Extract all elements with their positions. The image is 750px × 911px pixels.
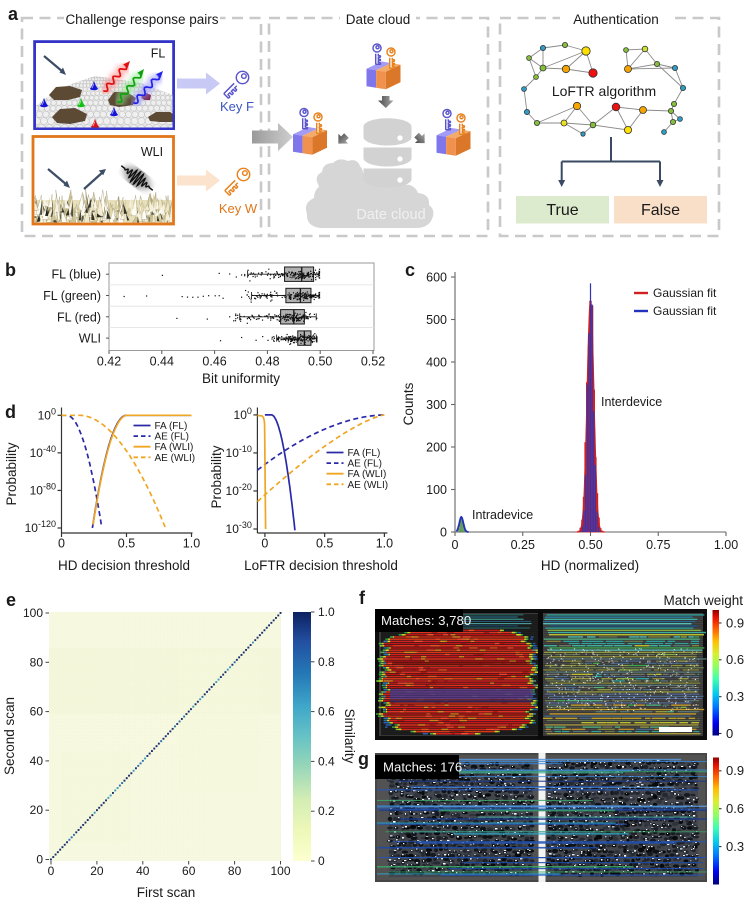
svg-text:Authentication: Authentication bbox=[573, 12, 659, 27]
svg-text:600: 600 bbox=[426, 271, 447, 285]
svg-text:0.3: 0.3 bbox=[726, 689, 744, 704]
svg-text:20: 20 bbox=[30, 803, 44, 817]
svg-text:0: 0 bbox=[48, 864, 55, 878]
svg-text:WLI: WLI bbox=[79, 332, 101, 346]
svg-text:Counts: Counts bbox=[401, 382, 416, 425]
svg-text:b: b bbox=[5, 260, 16, 280]
svg-text:1.0: 1.0 bbox=[183, 537, 200, 551]
svg-text:Date cloud: Date cloud bbox=[346, 12, 411, 27]
svg-text:40: 40 bbox=[30, 754, 44, 768]
svg-text:FA (FL): FA (FL) bbox=[348, 448, 381, 459]
svg-text:c: c bbox=[405, 260, 415, 280]
svg-text:0.52: 0.52 bbox=[361, 355, 385, 369]
svg-text:60: 60 bbox=[30, 705, 44, 719]
svg-text:0: 0 bbox=[440, 526, 447, 540]
svg-text:Key W: Key W bbox=[219, 201, 258, 216]
svg-text:0: 0 bbox=[452, 538, 459, 552]
svg-text:0.9: 0.9 bbox=[726, 615, 744, 630]
svg-text:AE (FL): AE (FL) bbox=[155, 432, 189, 443]
svg-text:0: 0 bbox=[58, 537, 65, 551]
svg-text:FL (red): FL (red) bbox=[57, 310, 101, 324]
svg-text:Gaussian fit: Gaussian fit bbox=[653, 286, 717, 300]
svg-text:First scan: First scan bbox=[137, 885, 196, 900]
svg-text:Date cloud: Date cloud bbox=[356, 207, 425, 223]
svg-text:200: 200 bbox=[426, 441, 447, 455]
svg-text:400: 400 bbox=[426, 356, 447, 370]
svg-text:False: False bbox=[641, 202, 680, 219]
svg-text:True: True bbox=[546, 202, 578, 219]
svg-text:0.6: 0.6 bbox=[726, 652, 744, 667]
svg-text:500: 500 bbox=[426, 313, 447, 327]
svg-text:a: a bbox=[8, 4, 19, 24]
svg-text:0.5: 0.5 bbox=[316, 537, 333, 551]
svg-text:0.25: 0.25 bbox=[511, 538, 535, 552]
svg-text:0.75: 0.75 bbox=[646, 538, 670, 552]
svg-text:0.6: 0.6 bbox=[318, 705, 335, 719]
svg-text:80: 80 bbox=[30, 655, 44, 669]
svg-text:WLI: WLI bbox=[141, 145, 163, 159]
svg-text:d: d bbox=[5, 402, 16, 422]
svg-text:1.00: 1.00 bbox=[714, 538, 738, 552]
svg-text:Gaussian fit: Gaussian fit bbox=[653, 304, 717, 318]
svg-text:AE (FL): AE (FL) bbox=[348, 459, 382, 470]
svg-text:100: 100 bbox=[23, 606, 43, 620]
svg-text:0.46: 0.46 bbox=[202, 355, 226, 369]
svg-text:80: 80 bbox=[228, 864, 242, 878]
svg-text:0.4: 0.4 bbox=[318, 754, 335, 768]
svg-text:0.44: 0.44 bbox=[150, 355, 174, 369]
svg-text:FL (blue): FL (blue) bbox=[51, 268, 101, 282]
svg-text:g: g bbox=[358, 749, 369, 769]
svg-text:AE (WLI): AE (WLI) bbox=[348, 480, 389, 491]
svg-text:0.50: 0.50 bbox=[578, 538, 602, 552]
svg-text:FL: FL bbox=[151, 47, 166, 61]
svg-text:0.48: 0.48 bbox=[255, 355, 279, 369]
svg-text:0.50: 0.50 bbox=[308, 355, 332, 369]
svg-text:300: 300 bbox=[426, 398, 447, 412]
svg-text:e: e bbox=[6, 590, 16, 610]
svg-text:1.0: 1.0 bbox=[376, 537, 393, 551]
svg-text:0.8: 0.8 bbox=[318, 655, 335, 669]
svg-text:Second scan: Second scan bbox=[2, 697, 17, 775]
svg-text:0: 0 bbox=[318, 854, 325, 868]
svg-text:Similarity: Similarity bbox=[342, 709, 357, 764]
svg-text:0: 0 bbox=[261, 537, 268, 551]
svg-text:0.5: 0.5 bbox=[118, 537, 135, 551]
svg-text:Probability: Probability bbox=[4, 442, 19, 505]
svg-text:Challenge response pairs: Challenge response pairs bbox=[65, 12, 218, 27]
svg-text:LoFTR algorithm: LoFTR algorithm bbox=[552, 83, 656, 99]
svg-text:HD (normalized): HD (normalized) bbox=[541, 558, 639, 573]
svg-text:LoFTR decision threshold: LoFTR decision threshold bbox=[244, 558, 398, 573]
svg-text:FA (FL): FA (FL) bbox=[155, 421, 188, 432]
svg-text:0.42: 0.42 bbox=[97, 355, 121, 369]
svg-text:0: 0 bbox=[36, 853, 43, 867]
svg-text:Probability: Probability bbox=[209, 445, 224, 508]
svg-text:100: 100 bbox=[270, 864, 290, 878]
svg-text:60: 60 bbox=[182, 864, 196, 878]
svg-text:f: f bbox=[359, 588, 366, 608]
svg-text:0: 0 bbox=[726, 726, 733, 741]
svg-text:100: 100 bbox=[426, 483, 447, 497]
svg-text:Match weight: Match weight bbox=[663, 593, 743, 608]
svg-text:1.0: 1.0 bbox=[318, 605, 335, 619]
svg-text:Bit uniformity: Bit uniformity bbox=[202, 371, 280, 386]
svg-text:40: 40 bbox=[136, 864, 150, 878]
svg-text:0.2: 0.2 bbox=[318, 804, 335, 818]
svg-text:FL (green): FL (green) bbox=[43, 289, 101, 303]
svg-text:Intradevice: Intradevice bbox=[472, 508, 533, 522]
svg-text:FA (WLI): FA (WLI) bbox=[155, 442, 194, 453]
svg-text:20: 20 bbox=[90, 864, 104, 878]
svg-text:AE (WLI): AE (WLI) bbox=[155, 453, 196, 464]
svg-text:HD decision threshold: HD decision threshold bbox=[58, 558, 190, 573]
svg-text:Key F: Key F bbox=[220, 99, 254, 114]
svg-text:Matches: 3,780: Matches: 3,780 bbox=[381, 613, 471, 628]
svg-text:FA (WLI): FA (WLI) bbox=[348, 469, 387, 480]
svg-text:Interdevice: Interdevice bbox=[601, 395, 662, 409]
